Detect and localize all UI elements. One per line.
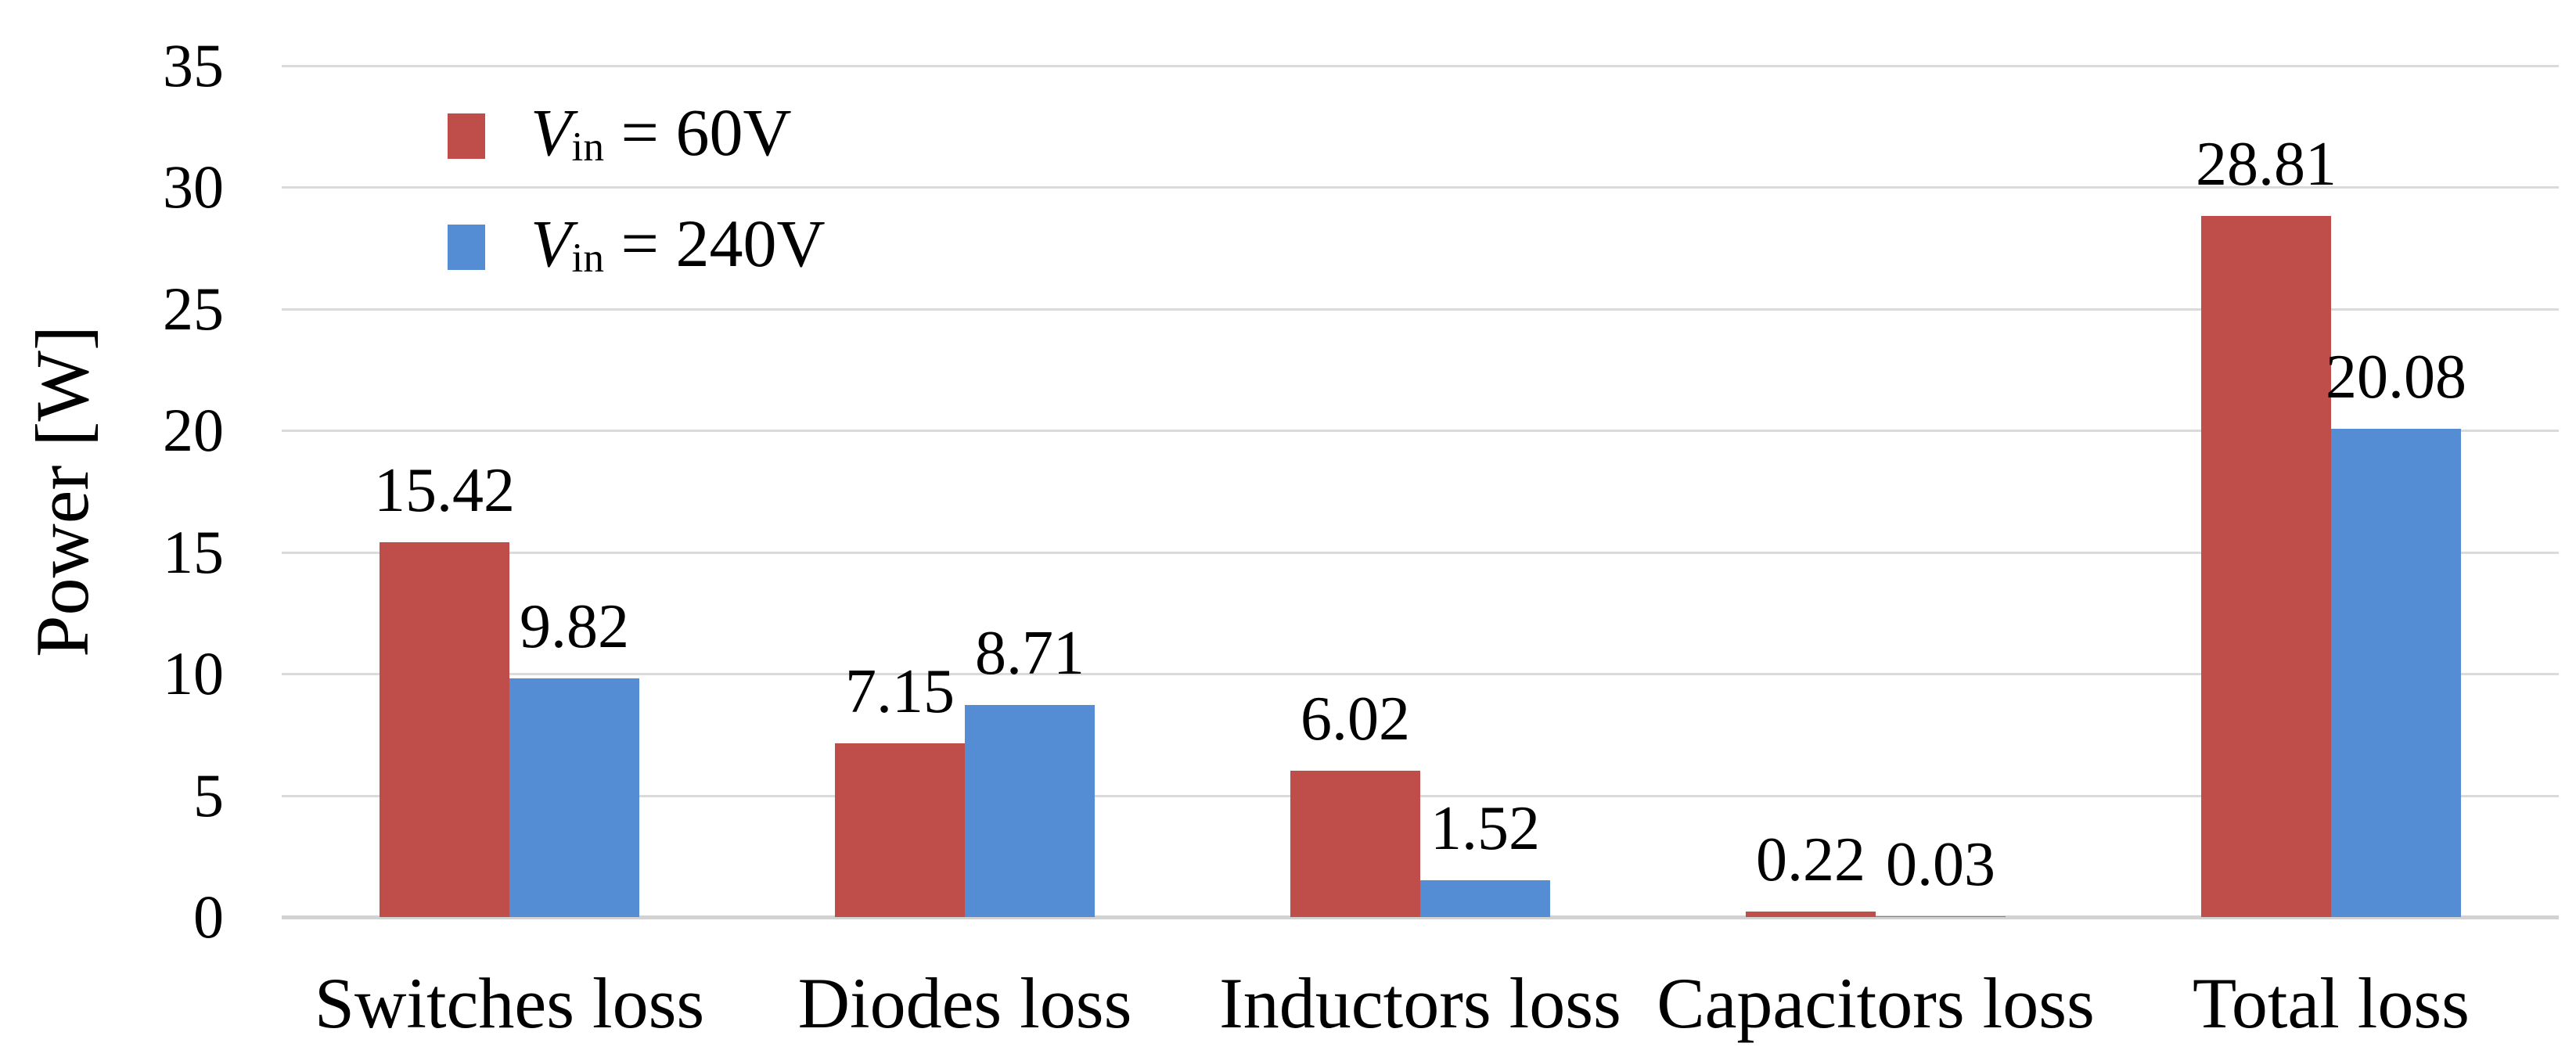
- bar-vin-240v-total-loss: [2331, 429, 2461, 917]
- bar-vin-240v-diodes-loss: [965, 705, 1095, 917]
- bar-vin-240v-inductors-loss: [1420, 880, 1550, 917]
- gridline-0: [282, 915, 2559, 919]
- y-tick-label-35: 35: [163, 31, 224, 99]
- legend-label-vin-240v: Vin = 240V: [531, 205, 826, 281]
- gridline-5: [282, 795, 2559, 797]
- gridline-35: [282, 65, 2559, 67]
- category-label-switches-loss: Switches loss: [314, 963, 705, 1043]
- legend-item-vin-60v: Vin = 60V: [448, 99, 792, 170]
- category-label-diodes-loss: Diodes loss: [797, 963, 1132, 1043]
- value-label-vin-240v-total-loss: 20.08: [2326, 343, 2466, 412]
- bar-vin-60v-capacitors-loss: [1746, 912, 1876, 917]
- value-label-vin-60v-switches-loss: 15.42: [374, 456, 515, 525]
- y-axis-title: Power [W]: [20, 325, 104, 657]
- value-label-vin-240v-inductors-loss: 1.52: [1430, 794, 1540, 863]
- legend-swatch-vin-240v: [448, 225, 485, 270]
- category-label-inductors-loss: Inductors loss: [1219, 963, 1621, 1043]
- category-label-total-loss: Total loss: [2193, 963, 2470, 1043]
- y-tick-label-0: 0: [193, 883, 224, 951]
- legend-item-vin-240v: Vin = 240V: [448, 210, 826, 281]
- value-label-vin-240v-switches-loss: 9.82: [520, 592, 629, 661]
- value-label-vin-60v-total-loss: 28.81: [2196, 130, 2337, 199]
- value-label-vin-60v-inductors-loss: 6.02: [1301, 685, 1410, 753]
- y-tick-label-25: 25: [163, 275, 224, 343]
- gridline-25: [282, 308, 2559, 311]
- value-label-vin-240v-capacitors-loss: 0.03: [1886, 830, 1995, 899]
- value-label-vin-60v-diodes-loss: 7.15: [845, 657, 955, 726]
- bar-vin-60v-total-loss: [2201, 216, 2331, 917]
- gridline-15: [282, 552, 2559, 554]
- bar-vin-60v-inductors-loss: [1290, 771, 1420, 917]
- y-tick-label-10: 10: [163, 639, 224, 707]
- bar-vin-240v-capacitors-loss: [1876, 916, 2006, 917]
- category-label-capacitors-loss: Capacitors loss: [1657, 963, 2095, 1043]
- y-tick-label-30: 30: [163, 153, 224, 221]
- legend-swatch-vin-60v: [448, 113, 485, 159]
- gridline-20: [282, 430, 2559, 432]
- value-label-vin-240v-diodes-loss: 8.71: [975, 619, 1085, 688]
- gridline-10: [282, 673, 2559, 675]
- bar-vin-60v-diodes-loss: [835, 743, 965, 917]
- y-tick-label-5: 5: [193, 761, 224, 829]
- value-label-vin-60v-capacitors-loss: 0.22: [1756, 825, 1865, 894]
- legend-label-vin-60v: Vin = 60V: [531, 94, 792, 170]
- y-tick-label-15: 15: [163, 518, 224, 586]
- y-tick-label-20: 20: [163, 396, 224, 464]
- bar-vin-60v-switches-loss: [380, 542, 509, 917]
- gridline-30: [282, 186, 2559, 189]
- bar-vin-240v-switches-loss: [509, 678, 639, 917]
